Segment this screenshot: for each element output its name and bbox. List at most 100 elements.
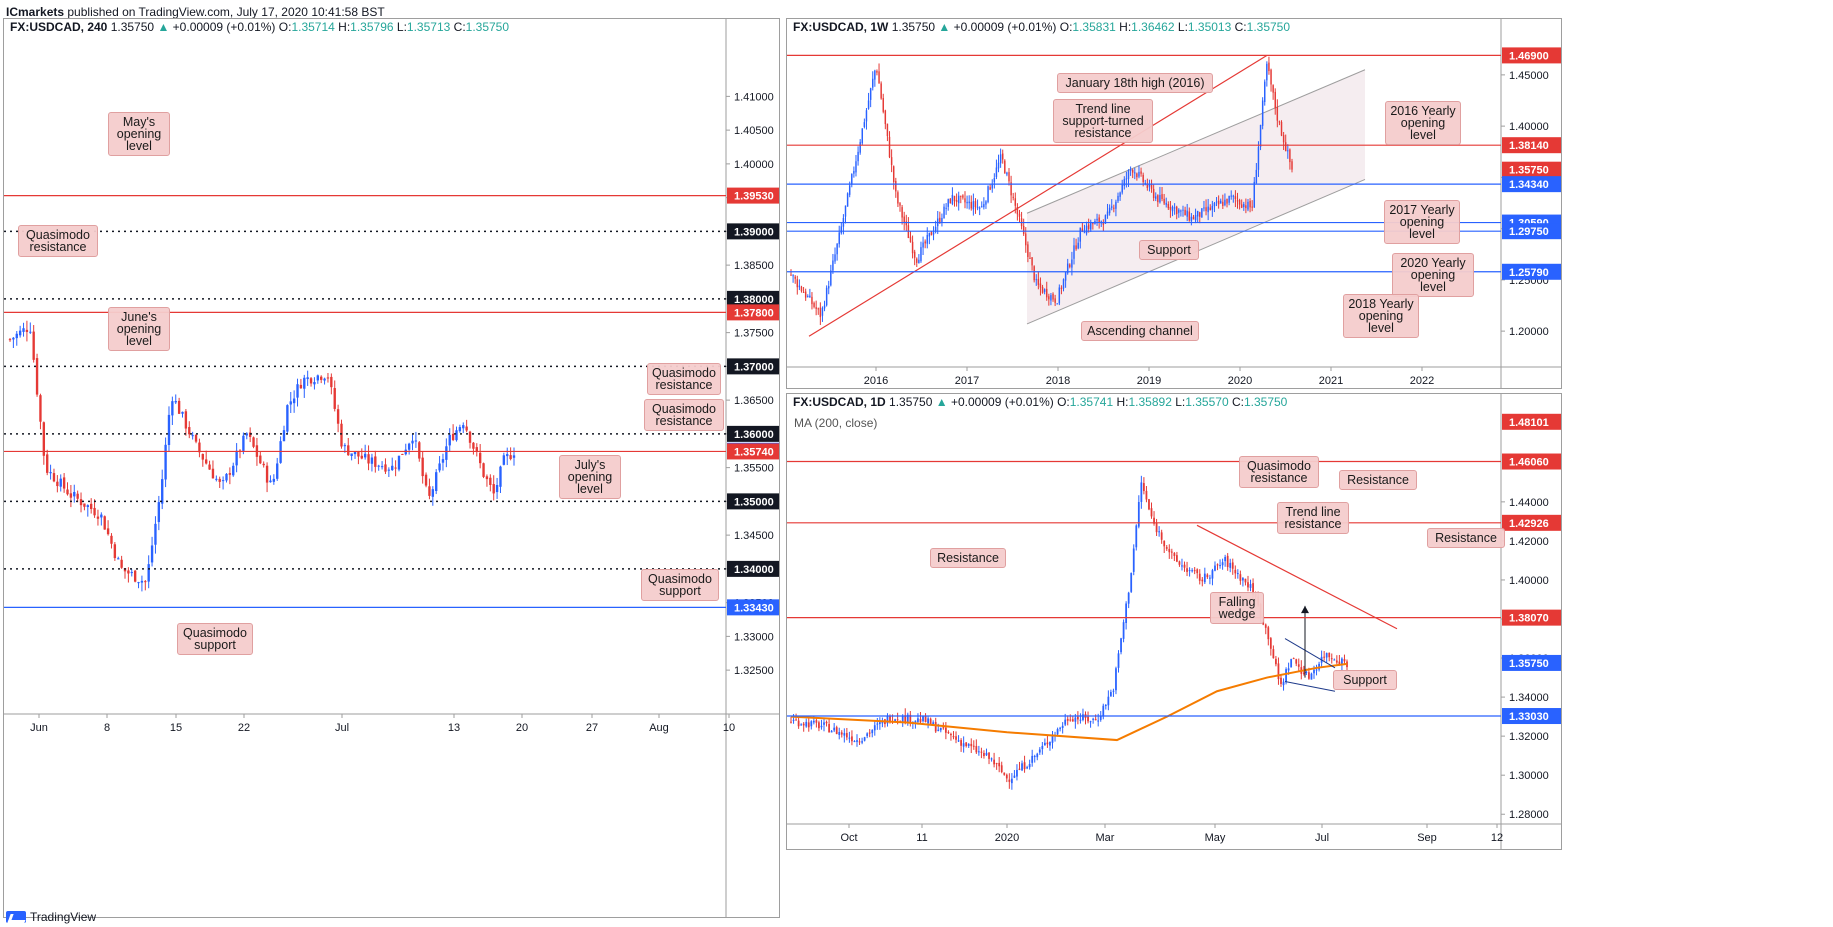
annotation-resistance-3: Resistance <box>930 548 1006 568</box>
candle-body <box>972 745 975 747</box>
candle-body <box>1291 161 1293 170</box>
price-tag-label: 1.39000 <box>734 226 774 238</box>
candle-body <box>370 457 374 464</box>
candle-body <box>1287 668 1290 671</box>
candle-body <box>1305 671 1308 673</box>
candle-body <box>817 308 819 310</box>
candle-body <box>1145 490 1148 500</box>
candle-body <box>117 558 120 560</box>
candle-body <box>299 384 303 389</box>
chart-d1-svg[interactable]: 1.440001.420001.400001.380001.360001.340… <box>787 394 1562 850</box>
x-tick-label: 2021 <box>1319 375 1343 387</box>
chart-h4-svg[interactable]: 1.410001.405001.400001.395001.390001.385… <box>4 19 780 918</box>
candle-body <box>1023 762 1026 770</box>
ma-indicator-label[interactable]: MA (200, close) <box>794 416 878 430</box>
candle-body <box>853 170 855 174</box>
candle-body <box>1272 85 1274 93</box>
candle-body <box>1142 174 1144 183</box>
candle-body <box>1269 638 1272 649</box>
candle-body <box>896 719 899 721</box>
annotation-quasimodo-support-2: Quasimodo support <box>177 623 253 655</box>
candle-body <box>1182 209 1184 211</box>
price-tag-label: 1.29750 <box>1509 226 1549 238</box>
candle-body <box>1073 245 1075 259</box>
candle-body <box>509 455 512 460</box>
candle-body <box>1033 266 1035 281</box>
y-tick-label: 1.32000 <box>1509 731 1549 743</box>
price-tag <box>1502 708 1561 725</box>
candle-body <box>909 714 912 724</box>
candle-body <box>313 382 316 385</box>
candle-body <box>1255 169 1258 184</box>
candle-body <box>914 720 917 723</box>
candle-body <box>1094 718 1097 721</box>
candle-body <box>832 260 834 271</box>
candle-body <box>937 729 940 732</box>
candle-body <box>1016 769 1018 777</box>
candle-body <box>1158 531 1161 533</box>
candle-body <box>804 291 807 298</box>
candle-body <box>894 719 896 722</box>
candle-body <box>292 398 296 404</box>
candle-body <box>248 432 252 437</box>
candle-body <box>1261 100 1264 126</box>
candle-body <box>1259 124 1262 147</box>
candle-body <box>1163 540 1166 547</box>
candle-body <box>25 329 29 332</box>
candle-body <box>792 275 794 277</box>
candle-body <box>913 251 916 258</box>
candle-body <box>855 161 857 173</box>
candle-body <box>967 744 970 746</box>
candle-body <box>997 162 1000 169</box>
candle-body <box>1313 669 1315 674</box>
candle-body <box>1207 206 1209 213</box>
symbol-label[interactable]: FX:USDCAD, 1W <box>793 20 889 34</box>
candle-body <box>846 193 849 207</box>
arrow-head-icon <box>1301 605 1309 614</box>
candle-body <box>1226 555 1229 568</box>
footer-brand[interactable]: TradingView <box>6 910 96 924</box>
change-value: +0.00009 (+0.01%) <box>953 20 1057 34</box>
candle-body <box>1270 69 1272 85</box>
price-tag <box>727 443 779 460</box>
author-name[interactable]: ICmarkets <box>6 5 65 19</box>
candle-body <box>1175 206 1178 215</box>
x-tick-label: 2016 <box>864 375 888 387</box>
candle-body <box>1071 259 1073 268</box>
candle-body <box>1134 172 1136 174</box>
up-arrow-icon: ▲ <box>938 20 951 34</box>
candle-body <box>1104 215 1107 224</box>
candle-body <box>353 451 357 455</box>
candle-body <box>815 307 817 309</box>
candle-body <box>929 718 932 725</box>
candle-body <box>269 480 272 483</box>
candle-body <box>1138 171 1140 177</box>
candle-body <box>1178 561 1181 565</box>
price-tag-label: 1.46060 <box>1509 457 1549 469</box>
price-tag <box>1502 514 1561 531</box>
candle-body <box>1056 729 1059 735</box>
candle-body <box>844 205 847 217</box>
candle-body <box>1148 183 1151 187</box>
price-tag <box>727 560 779 577</box>
candle-body <box>872 78 874 88</box>
chart-panel-h4[interactable]: 1.410001.405001.400001.395001.390001.385… <box>3 18 780 918</box>
chart-w1-svg[interactable]: 1.450001.400001.350001.300001.250001.200… <box>787 19 1562 389</box>
candle-body <box>374 456 377 467</box>
annotation-trendline-resistance: Trend line resistance <box>1277 502 1349 534</box>
candle-body <box>286 405 289 432</box>
x-tick-label: 27 <box>586 722 598 734</box>
candle-body <box>1061 725 1064 728</box>
chart-panel-d1[interactable]: 1.440001.420001.400001.380001.360001.340… <box>786 393 1562 850</box>
candle-body <box>174 401 177 403</box>
price-tag <box>1502 654 1561 671</box>
symbol-label[interactable]: FX:USDCAD, 1D <box>793 395 886 409</box>
candle-body <box>825 721 828 724</box>
candle-body <box>1308 672 1310 679</box>
candle-body <box>411 440 414 444</box>
candle-body <box>1115 201 1117 209</box>
symbol-label[interactable]: FX:USDCAD, 240 <box>10 20 108 34</box>
chart-panel-w1[interactable]: 1.450001.400001.350001.300001.250001.200… <box>786 18 1562 389</box>
candle-body <box>1323 656 1326 658</box>
annotation-quasimodo-resistance-1: Quasimodo resistance <box>18 225 98 257</box>
